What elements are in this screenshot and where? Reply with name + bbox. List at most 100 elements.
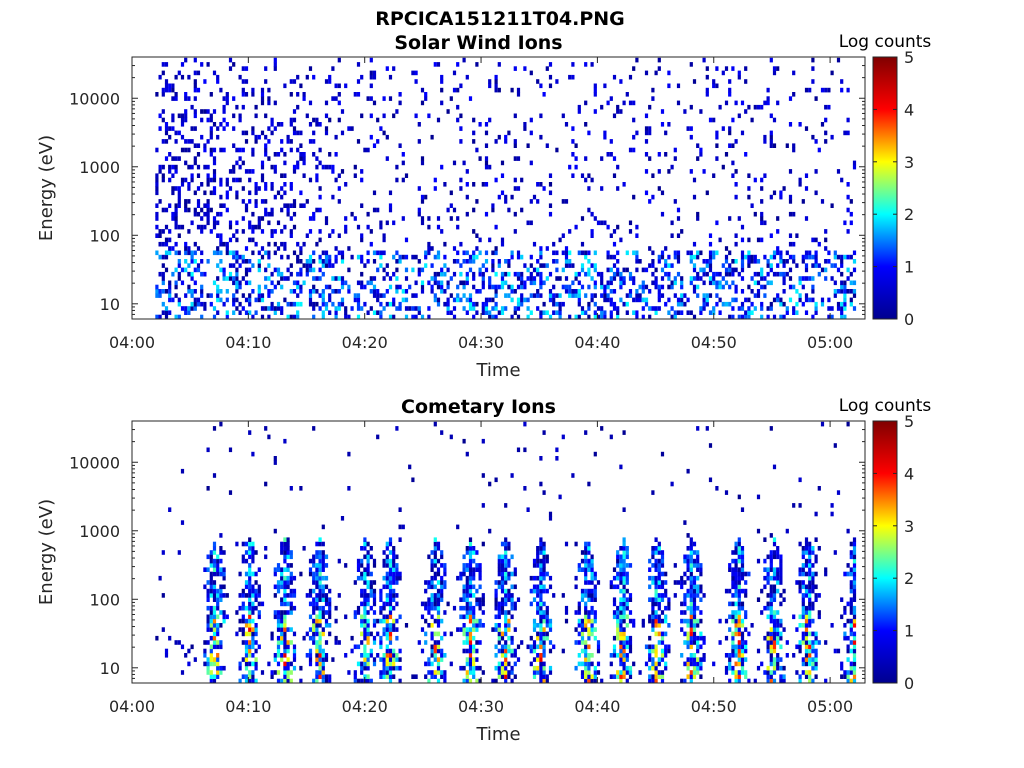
heatmap-cell	[190, 220, 194, 226]
heatmap-cell	[465, 563, 469, 568]
heatmap-cell	[814, 310, 818, 315]
heatmap-cell	[222, 584, 226, 590]
heatmap-cell	[372, 100, 377, 106]
heatmap-cell	[497, 601, 501, 607]
heatmap-cell	[763, 670, 767, 675]
heatmap-cell	[539, 246, 543, 251]
heatmap-cell	[337, 199, 341, 204]
heatmap-cell	[238, 164, 242, 170]
heatmap-cell	[190, 164, 194, 170]
heatmap-cell	[616, 605, 620, 611]
heatmap-cell	[468, 301, 473, 307]
heatmap-cell	[209, 207, 213, 213]
heatmap-cell	[801, 657, 805, 662]
heatmap-cell	[616, 164, 620, 170]
heatmap-cell	[779, 250, 783, 256]
heatmap-cell	[257, 567, 261, 572]
heatmap-cell	[417, 207, 421, 213]
heatmap-cell	[318, 580, 322, 585]
heatmap-cell	[705, 259, 709, 264]
heatmap-cell	[680, 601, 684, 607]
heatmap-cell	[808, 563, 812, 568]
heatmap-cell	[504, 280, 508, 286]
heatmap-cell	[324, 126, 329, 131]
heatmap-cell	[840, 271, 844, 277]
heatmap-cell	[696, 593, 700, 598]
heatmap-cell	[772, 464, 777, 470]
heatmap-cell	[651, 597, 655, 602]
heatmap-cell	[318, 593, 322, 598]
heatmap-cell	[798, 293, 802, 298]
heatmap-cell	[696, 276, 700, 281]
heatmap-cell	[417, 259, 421, 264]
heatmap-cell	[366, 96, 370, 101]
heatmap-cell	[308, 601, 313, 607]
heatmap-cell	[548, 575, 553, 581]
heatmap-cell	[539, 640, 543, 645]
heatmap-cell	[539, 678, 543, 684]
heatmap-cell	[433, 558, 437, 564]
heatmap-cell	[657, 254, 661, 260]
heatmap-cell	[328, 678, 332, 684]
heatmap-cell	[283, 160, 287, 166]
heatmap-cell	[587, 271, 591, 277]
heatmap-cell	[782, 627, 786, 632]
heatmap-cell	[440, 430, 444, 435]
heatmap-cell	[622, 558, 626, 564]
heatmap-cell	[779, 631, 783, 637]
heatmap-cell	[728, 657, 732, 662]
heatmap-cell	[785, 259, 789, 264]
heatmap-cell	[731, 593, 735, 598]
heatmap-cell	[366, 631, 370, 637]
heatmap-cell	[302, 241, 306, 247]
heatmap-cell	[408, 284, 412, 290]
heatmap-cell	[504, 503, 508, 508]
heatmap-cell	[849, 571, 853, 577]
heatmap-cell	[772, 670, 777, 675]
heatmap-cell	[443, 182, 447, 187]
heatmap-cell	[177, 640, 181, 645]
heatmap-cell	[625, 605, 629, 611]
heatmap-cell	[299, 143, 303, 148]
heatmap-cell	[216, 293, 220, 298]
heatmap-cell	[433, 271, 437, 277]
heatmap-cell	[219, 259, 223, 264]
heatmap-cell	[424, 631, 428, 637]
heatmap-cell	[312, 74, 316, 80]
heatmap-cell	[296, 259, 300, 264]
heatmap-cell	[363, 635, 367, 641]
heatmap-cell	[497, 563, 501, 568]
heatmap-cell	[158, 254, 162, 260]
heatmap-cell	[590, 263, 594, 268]
heatmap-cell	[654, 310, 658, 315]
heatmap-cell	[740, 507, 745, 512]
heatmap-cell	[587, 284, 591, 290]
heatmap-cell	[472, 259, 476, 264]
heatmap-cell	[731, 618, 735, 624]
heatmap-cell	[510, 289, 514, 294]
heatmap-cell	[177, 301, 181, 307]
heatmap-cell	[248, 618, 252, 624]
heatmap-cell	[616, 575, 620, 581]
heatmap-cell	[651, 546, 655, 551]
heatmap-cell	[539, 627, 543, 632]
heatmap-cell	[286, 627, 290, 632]
heatmap-cell	[219, 665, 223, 671]
heatmap-cell	[696, 554, 700, 560]
heatmap-cell	[324, 653, 329, 658]
heatmap-cell	[728, 661, 732, 667]
heatmap-cell	[388, 653, 393, 658]
heatmap-cell	[500, 575, 505, 581]
heatmap-cell	[273, 152, 277, 157]
heatmap-cell	[660, 211, 665, 217]
heatmap-cell	[510, 640, 514, 645]
heatmap-cell	[798, 477, 802, 483]
heatmap-cell	[465, 250, 469, 256]
heatmap-cell	[164, 130, 169, 136]
heatmap-cell	[808, 546, 812, 551]
heatmap-cell	[740, 314, 745, 320]
heatmap-cell	[411, 477, 415, 483]
heatmap-cell	[491, 259, 495, 264]
heatmap-cell	[318, 186, 322, 191]
heatmap-cell	[395, 554, 399, 560]
